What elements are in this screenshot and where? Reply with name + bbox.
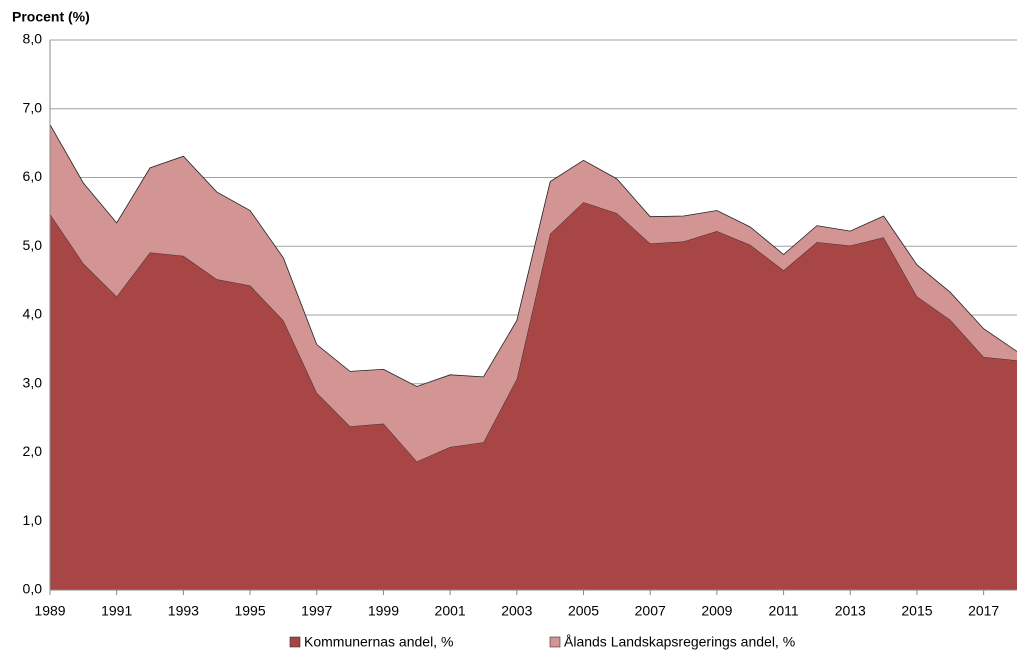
area bbox=[50, 124, 1017, 462]
legend-label: Ålands Landskapsregerings andel, % bbox=[564, 634, 795, 650]
x-tick-label: 2015 bbox=[901, 603, 932, 619]
y-tick-label: 3,0 bbox=[23, 374, 43, 390]
y-tick-label: 0,0 bbox=[23, 581, 43, 597]
y-axis-title: Procent (%) bbox=[12, 9, 90, 25]
y-tick-label: 2,0 bbox=[23, 443, 43, 459]
legend-label: Kommunernas andel, % bbox=[304, 634, 453, 650]
x-tick-label: 2011 bbox=[769, 603, 799, 619]
x-tick-label: 1993 bbox=[168, 603, 199, 619]
y-tick-label: 1,0 bbox=[23, 512, 43, 528]
area bbox=[50, 202, 1017, 590]
x-tick-label: 1995 bbox=[234, 603, 265, 619]
x-tick-label: 1989 bbox=[34, 603, 65, 619]
area-outline bbox=[49, 201, 1018, 462]
legend-swatch bbox=[549, 636, 561, 648]
y-tick-label: 5,0 bbox=[23, 237, 43, 253]
y-tick-label: 7,0 bbox=[23, 99, 43, 115]
area-outline bbox=[49, 124, 1018, 387]
y-tick-label: 4,0 bbox=[23, 306, 43, 322]
x-tick-label: 2009 bbox=[701, 603, 732, 619]
y-tick-label: 8,0 bbox=[23, 31, 43, 47]
y-tick-label: 6,0 bbox=[23, 168, 43, 184]
x-tick-label: 1991 bbox=[101, 603, 132, 619]
x-tick-label: 2007 bbox=[635, 603, 666, 619]
x-tick-label: 2001 bbox=[435, 603, 466, 619]
x-tick-label: 1999 bbox=[368, 603, 399, 619]
x-tick-label: 2005 bbox=[568, 603, 599, 619]
x-tick-label: 2013 bbox=[835, 603, 866, 619]
legend-swatch bbox=[289, 636, 301, 648]
x-tick-label: 2017 bbox=[968, 603, 999, 619]
x-tick-label: 2003 bbox=[501, 603, 532, 619]
x-tick-label: 1997 bbox=[301, 603, 332, 619]
